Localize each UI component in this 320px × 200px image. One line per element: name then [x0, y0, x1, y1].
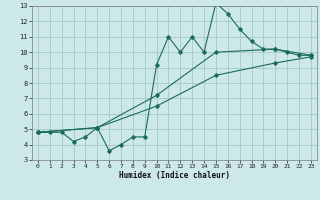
X-axis label: Humidex (Indice chaleur): Humidex (Indice chaleur) — [119, 171, 230, 180]
